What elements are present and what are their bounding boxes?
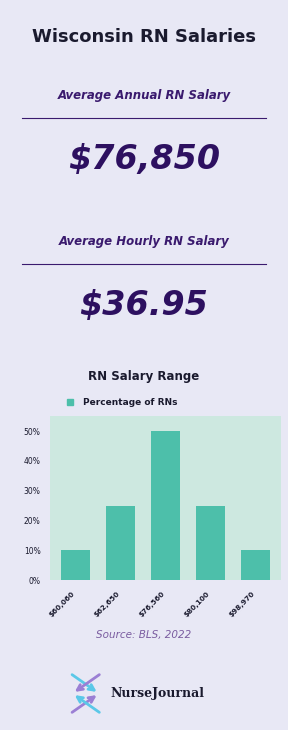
Text: Average Annual RN Salary: Average Annual RN Salary bbox=[57, 89, 231, 102]
Text: Source: BLS, 2022: Source: BLS, 2022 bbox=[96, 630, 192, 640]
Text: NurseJournal: NurseJournal bbox=[110, 687, 204, 700]
Text: Average Hourly RN Salary: Average Hourly RN Salary bbox=[59, 235, 229, 248]
Text: $36.95: $36.95 bbox=[79, 289, 209, 323]
Text: Percentage of RNs: Percentage of RNs bbox=[83, 398, 178, 407]
Text: $76,850: $76,850 bbox=[68, 143, 220, 177]
Bar bbox=[61, 550, 90, 580]
Bar bbox=[196, 506, 225, 580]
Text: RN Salary Range: RN Salary Range bbox=[88, 369, 200, 383]
Bar bbox=[241, 550, 270, 580]
Bar bbox=[151, 431, 180, 580]
Bar bbox=[106, 506, 135, 580]
Text: Wisconsin RN Salaries: Wisconsin RN Salaries bbox=[32, 28, 256, 45]
